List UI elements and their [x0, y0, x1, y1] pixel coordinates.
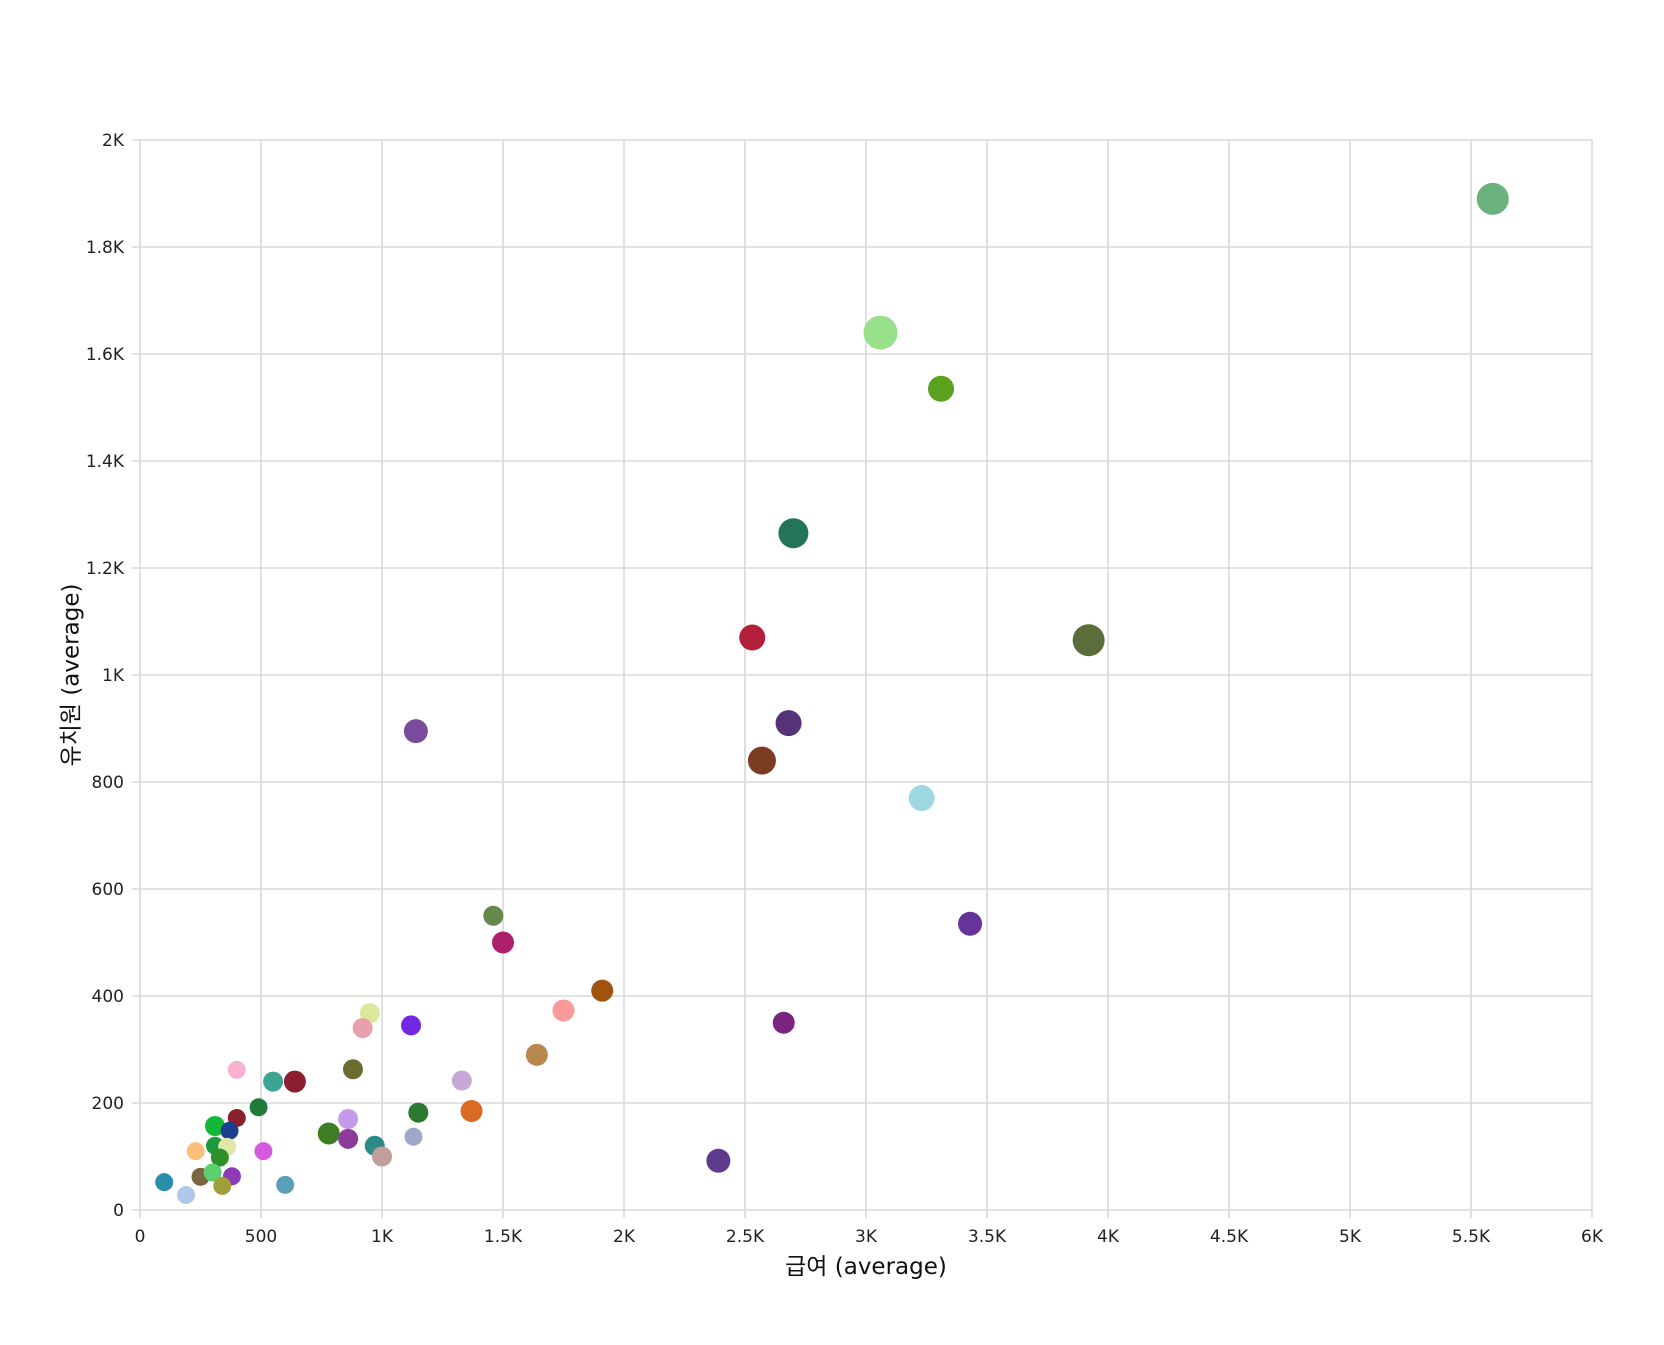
- scatter-point: [227, 1060, 246, 1079]
- scatter-point: [186, 1142, 205, 1161]
- scatter-point: [317, 1122, 340, 1145]
- scatter-point: [342, 1059, 363, 1080]
- scatter-point: [451, 1070, 472, 1091]
- scatter-point: [210, 1148, 229, 1167]
- scatter-point: [408, 1102, 429, 1123]
- scatter-point: [404, 1127, 423, 1146]
- scatter-point: [739, 624, 766, 651]
- x-tick-label: 5K: [1339, 1227, 1362, 1247]
- x-tick-label: 5.5K: [1452, 1227, 1491, 1247]
- scatter-point: [338, 1128, 359, 1149]
- y-tick-label: 1.6K: [86, 345, 125, 365]
- scatter-point: [176, 1186, 195, 1205]
- scatter-point: [591, 979, 614, 1002]
- x-tick-label: 3.5K: [968, 1227, 1007, 1247]
- y-tick-label: 1.8K: [86, 238, 125, 258]
- scatter-point: [928, 375, 955, 402]
- scatter-point: [213, 1176, 232, 1195]
- grid: [132, 139, 1593, 1218]
- scatter-point: [352, 1018, 373, 1039]
- x-axis-title: 급여 (average): [785, 1254, 947, 1280]
- scatter-point: [1476, 182, 1509, 215]
- scatter-point: [276, 1175, 295, 1194]
- scatter-point: [359, 1003, 380, 1024]
- scatter-point: [460, 1100, 483, 1123]
- scatter-point: [525, 1043, 548, 1066]
- y-tick-label: 1K: [102, 666, 125, 686]
- scatter-point: [205, 1116, 226, 1137]
- y-tick-label: 0: [113, 1201, 124, 1221]
- scatter-point: [552, 999, 575, 1022]
- scatter-point: [1072, 624, 1105, 657]
- scatter-point: [958, 911, 983, 936]
- x-tick-label: 4.5K: [1210, 1227, 1249, 1247]
- scatter-point: [706, 1148, 731, 1173]
- scatter-point: [775, 710, 802, 737]
- y-tick-label: 2K: [102, 131, 125, 151]
- y-tick-label: 1.4K: [86, 452, 125, 472]
- x-tick-label: 2.5K: [726, 1227, 765, 1247]
- y-tick-label: 400: [92, 987, 124, 1007]
- scatter-point: [283, 1070, 306, 1093]
- scatter-point: [249, 1098, 268, 1117]
- x-tick-label: 4K: [1097, 1227, 1120, 1247]
- x-tick-label: 0: [135, 1227, 146, 1247]
- data-points: [155, 182, 1509, 1205]
- y-axis-ticks: 0 200 400 600 800 1K 1.2K 1.4K 1.6K 1.8K 2K: [86, 131, 125, 1221]
- scatter-point: [338, 1109, 359, 1130]
- x-tick-label: 6K: [1581, 1227, 1604, 1247]
- scatter-point: [155, 1173, 174, 1192]
- scatter-point: [747, 746, 776, 775]
- y-tick-label: 1.2K: [86, 559, 125, 579]
- scatter-point: [220, 1121, 239, 1140]
- x-axis-ticks: 0 500 1K 1.5K 2K 2.5K 3K 3.5K 4K 4.5K 5K 5.5K 6K: [135, 1227, 1604, 1247]
- scatter-point: [254, 1142, 273, 1161]
- x-tick-label: 1.5K: [484, 1227, 523, 1247]
- y-axis-title: 유치원 (average): [59, 584, 85, 767]
- scatter-point: [372, 1146, 392, 1167]
- y-tick-label: 600: [92, 880, 124, 900]
- scatter-point: [483, 905, 504, 926]
- scatter-point: [772, 1011, 795, 1034]
- scatter-point: [203, 1163, 222, 1182]
- scatter-point: [908, 785, 935, 812]
- scatter-point: [263, 1071, 284, 1092]
- y-tick-label: 800: [92, 773, 124, 793]
- scatter-point: [863, 315, 898, 350]
- x-tick-label: 2K: [613, 1227, 636, 1247]
- y-tick-label: 200: [92, 1094, 124, 1114]
- x-tick-label: 1K: [371, 1227, 394, 1247]
- x-tick-label: 3K: [855, 1227, 878, 1247]
- scatter-point: [778, 518, 809, 549]
- scatter-point: [403, 719, 428, 744]
- scatter-point: [492, 931, 514, 954]
- x-tick-label: 500: [245, 1227, 277, 1247]
- scatter-point: [401, 1015, 422, 1036]
